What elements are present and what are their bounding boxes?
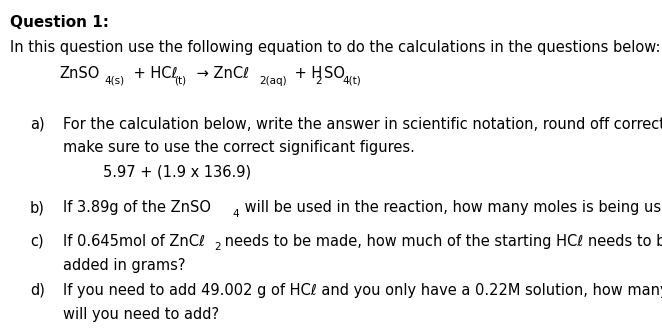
Text: → ZnCℓ: → ZnCℓ [192, 66, 249, 81]
Text: 2: 2 [315, 76, 322, 86]
Text: d): d) [30, 283, 44, 298]
Text: Question 1:: Question 1: [10, 15, 109, 30]
Text: In this question use the following equation to do the calculations in the questi: In this question use the following equat… [10, 40, 661, 55]
Text: 2(aq): 2(aq) [260, 76, 287, 86]
Text: will you need to add?: will you need to add? [63, 306, 219, 322]
Text: For the calculation below, write the answer in scientific notation, round off co: For the calculation below, write the ans… [63, 117, 662, 131]
Text: If 3.89g of the ZnSO: If 3.89g of the ZnSO [63, 200, 211, 215]
Text: 4(s): 4(s) [105, 76, 124, 86]
Text: c): c) [30, 234, 44, 249]
Text: If you need to add 49.002 g of HCℓ and you only have a 0.22M solution, how many : If you need to add 49.002 g of HCℓ and y… [63, 283, 662, 298]
Text: + H: + H [290, 66, 322, 81]
Text: needs to be made, how much of the starting HCℓ needs to be: needs to be made, how much of the starti… [220, 234, 662, 249]
Text: a): a) [30, 117, 44, 131]
Text: added in grams?: added in grams? [63, 258, 185, 273]
Text: (t): (t) [174, 76, 186, 86]
Text: make sure to use the correct significant figures.: make sure to use the correct significant… [63, 140, 415, 155]
Text: 2: 2 [214, 242, 220, 252]
Text: + HCℓ: + HCℓ [129, 66, 177, 81]
Text: will be used in the reaction, how many moles is being used?: will be used in the reaction, how many m… [240, 200, 662, 215]
Text: SO: SO [324, 66, 345, 81]
Text: 4: 4 [232, 209, 239, 219]
Text: b): b) [30, 200, 44, 215]
Text: 5.97 + (1.9 x 136.9): 5.97 + (1.9 x 136.9) [103, 164, 251, 179]
Text: ZnSO: ZnSO [60, 66, 100, 81]
Text: If 0.645mol of ZnCℓ: If 0.645mol of ZnCℓ [63, 234, 205, 249]
Text: 4(t): 4(t) [343, 76, 361, 86]
